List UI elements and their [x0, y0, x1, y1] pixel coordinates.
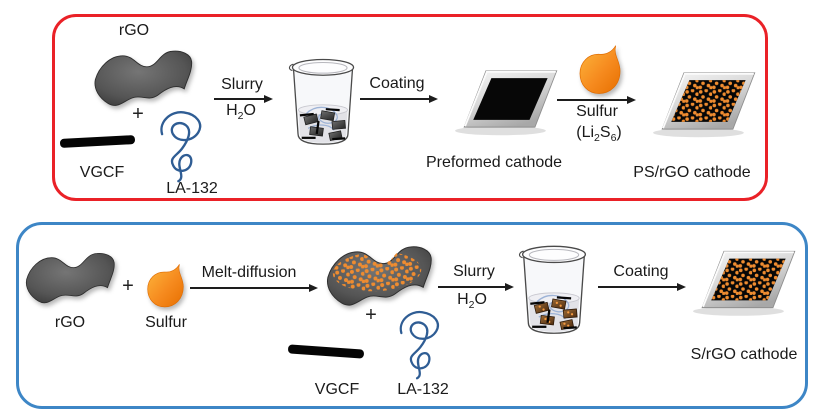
plus-sign: +	[132, 103, 144, 125]
h2o-text2: O	[243, 102, 256, 119]
h2o-text: H	[457, 291, 469, 308]
vgcf-label-bottom: VGCF	[314, 381, 360, 398]
vgcf-label-top: VGCF	[79, 164, 125, 181]
reaction-arrow	[214, 94, 273, 103]
sulfur-label-bottom: Sulfur	[145, 314, 187, 331]
vgcf-rods	[530, 296, 577, 330]
rgo-sheet-icon	[94, 50, 193, 106]
step-label-sulfur-top: Sulfur	[576, 103, 618, 120]
h2o-sub: 2	[468, 299, 475, 312]
step-label-coating-top: Coating	[369, 75, 425, 92]
preformed-cathode-label: Preformed cathode	[425, 154, 563, 171]
reaction-arrow	[360, 94, 438, 103]
step-label-h2o-bottom: H2O	[457, 291, 487, 312]
rgo-label-top: rGO	[118, 22, 150, 39]
plus-sign: +	[122, 275, 134, 297]
step-label-slurry-bottom: Slurry	[453, 263, 495, 280]
plus-sign: +	[365, 304, 377, 326]
ps-rgo-cathode-label: PS/rGO cathode	[633, 164, 751, 181]
sulfur-rgo-chunks	[533, 298, 578, 331]
reaction-arrow	[557, 95, 636, 104]
reaction-arrow	[598, 282, 686, 291]
beaker-slurry-icon	[288, 58, 355, 145]
step-label-slurry-top: Slurry	[221, 76, 263, 93]
route-ps-panel	[52, 14, 768, 201]
li2s6-text: (Li	[576, 124, 595, 141]
beaker-sulfur-slurry-icon	[518, 245, 587, 334]
rgo-sheet-icon	[25, 252, 115, 304]
la132-label-top: LA-132	[166, 180, 218, 197]
rgo-chunks	[303, 110, 346, 142]
sulfur-rgo-sheet-icon	[327, 246, 432, 306]
step-label-h2o-top: H2O	[226, 102, 256, 123]
la132-polymer-icon	[399, 310, 440, 380]
li2s6-text2: S	[599, 124, 611, 141]
reaction-arrow	[438, 282, 514, 291]
h2o-text2: O	[474, 291, 487, 308]
preformed-cathode-icon	[455, 70, 558, 136]
s-rgo-cathode-label: S/rGO cathode	[690, 346, 798, 363]
s-rgo-cathode-icon	[693, 250, 796, 316]
li2s6-sub2: 6	[610, 132, 617, 145]
step-label-li2s6: (Li2S6)	[576, 124, 622, 145]
la132-polymer-icon	[160, 111, 202, 183]
h2o-text: H	[226, 102, 238, 119]
step-label-melt-diffusion: Melt-diffusion	[201, 264, 297, 281]
la132-label-bottom: LA-132	[397, 381, 449, 398]
reaction-arrow	[190, 283, 318, 292]
rgo-label-bottom: rGO	[54, 314, 86, 331]
step-label-coating-bottom: Coating	[613, 263, 669, 280]
li2s6-sub1: 2	[594, 132, 600, 145]
sulfur-droplet-icon	[147, 264, 184, 308]
ps-rgo-cathode-icon	[653, 72, 756, 138]
li2s6-text3: )	[616, 124, 622, 141]
h2o-sub: 2	[237, 110, 244, 123]
vgcf-rods	[299, 108, 346, 141]
sulfur-droplet-icon	[579, 45, 621, 94]
